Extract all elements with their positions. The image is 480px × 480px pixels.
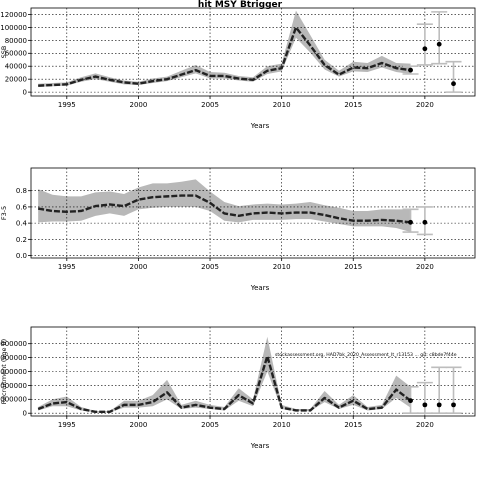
x-tick-label: 2005 xyxy=(201,421,219,429)
y-axis-label: F3-5 xyxy=(0,206,8,220)
chart-panel-1: 1995 2000 2005 2010 2015 2020 0 20000 40000 60000… xyxy=(0,7,476,130)
x-tick-label: 2005 xyxy=(201,263,219,271)
projection-point xyxy=(408,398,413,404)
confidence-band xyxy=(38,179,411,233)
x-tick-label: 1995 xyxy=(58,101,76,109)
y-tick-label: 80000 xyxy=(5,37,27,45)
y-tick-label: 0.6 xyxy=(16,203,28,211)
projection-point-2022 xyxy=(445,60,462,93)
x-tick-label: 2015 xyxy=(344,263,362,271)
projection-point-2019 xyxy=(402,385,419,415)
projection-point xyxy=(436,402,442,408)
projection-point-2019 xyxy=(402,65,419,75)
projection-point xyxy=(422,402,428,408)
figure-title: hit MSY Btrigger xyxy=(197,0,283,10)
y-tick-label: 0.2 xyxy=(16,236,27,244)
y-tick-label: 60000 xyxy=(5,50,27,58)
x-tick-label: 2000 xyxy=(130,421,148,429)
y-tick-label: 5000000 xyxy=(0,340,27,348)
y-tick-label: 20000 xyxy=(5,76,27,84)
plot-frame xyxy=(30,167,476,259)
x-tick-label: 2015 xyxy=(344,421,362,429)
plot-area xyxy=(31,327,475,416)
y-tick-label: 0.0 xyxy=(16,252,27,260)
projection-point xyxy=(408,219,413,225)
x-tick-label: 2005 xyxy=(201,101,219,109)
y-tick-label: 0 xyxy=(23,410,27,418)
projection-point xyxy=(436,41,442,47)
chart-panel-2: 1995 2000 2005 2010 2015 2020 0.0 0.2 0.4 0.6 0.8 Y… xyxy=(0,167,476,292)
estimate-line xyxy=(38,26,411,87)
x-axis-label: Years xyxy=(250,284,270,292)
x-tick-label: 2015 xyxy=(344,101,362,109)
x-tick-label: 2020 xyxy=(416,421,434,429)
x-tick-label: 1995 xyxy=(58,421,76,429)
y-tick-label: 120000 xyxy=(0,11,27,19)
y-tick-label: 1000000 xyxy=(0,396,27,404)
x-tick-label: 2010 xyxy=(273,101,291,109)
projection-point-2021 xyxy=(431,366,448,415)
x-tick-label: 2000 xyxy=(130,101,148,109)
y-axis-label: Recruitment (age 0) xyxy=(0,339,8,404)
y-tick-label: 0 xyxy=(23,89,27,97)
projection-point xyxy=(451,81,456,87)
y-tick-label: 0.8 xyxy=(16,187,27,195)
x-tick-label: 1995 xyxy=(58,263,76,271)
projection-point-2020 xyxy=(416,23,433,66)
projection-point-2020 xyxy=(416,206,433,236)
chart-annotation: stockassessment.org, HAD7bk_2020_Assessm… xyxy=(275,352,457,358)
confidence-band xyxy=(38,10,411,87)
y-tick-label: 0.4 xyxy=(16,220,28,228)
y-tick-label: 4000000 xyxy=(0,354,27,362)
x-tick-label: 2020 xyxy=(416,101,434,109)
y-tick-label: 40000 xyxy=(5,63,27,71)
projection-point xyxy=(422,46,428,52)
plot-frame xyxy=(30,7,476,97)
x-axis-label: Years xyxy=(250,122,270,130)
x-axis-label: Years xyxy=(250,442,270,450)
plot-area xyxy=(31,8,475,96)
projection-point xyxy=(451,402,456,408)
confidence-band xyxy=(38,336,411,413)
y-tick-label: 100000 xyxy=(0,24,27,32)
projection-point-2021 xyxy=(431,11,448,65)
y-axis-label: SSB xyxy=(0,46,8,59)
x-tick-label: 2020 xyxy=(416,263,434,271)
projection-point-2020 xyxy=(416,381,433,415)
plot-area xyxy=(31,168,475,258)
x-tick-label: 2010 xyxy=(273,263,291,271)
y-tick-label: 3000000 xyxy=(0,368,27,376)
estimate-line xyxy=(37,194,411,224)
x-tick-label: 2000 xyxy=(130,263,148,271)
projection-point-2022 xyxy=(445,366,462,415)
projection-point-2019 xyxy=(402,208,419,233)
estimate-line xyxy=(37,355,412,414)
projection-point xyxy=(422,219,428,225)
x-tick-label: 2010 xyxy=(273,421,291,429)
projection-point xyxy=(408,67,413,73)
